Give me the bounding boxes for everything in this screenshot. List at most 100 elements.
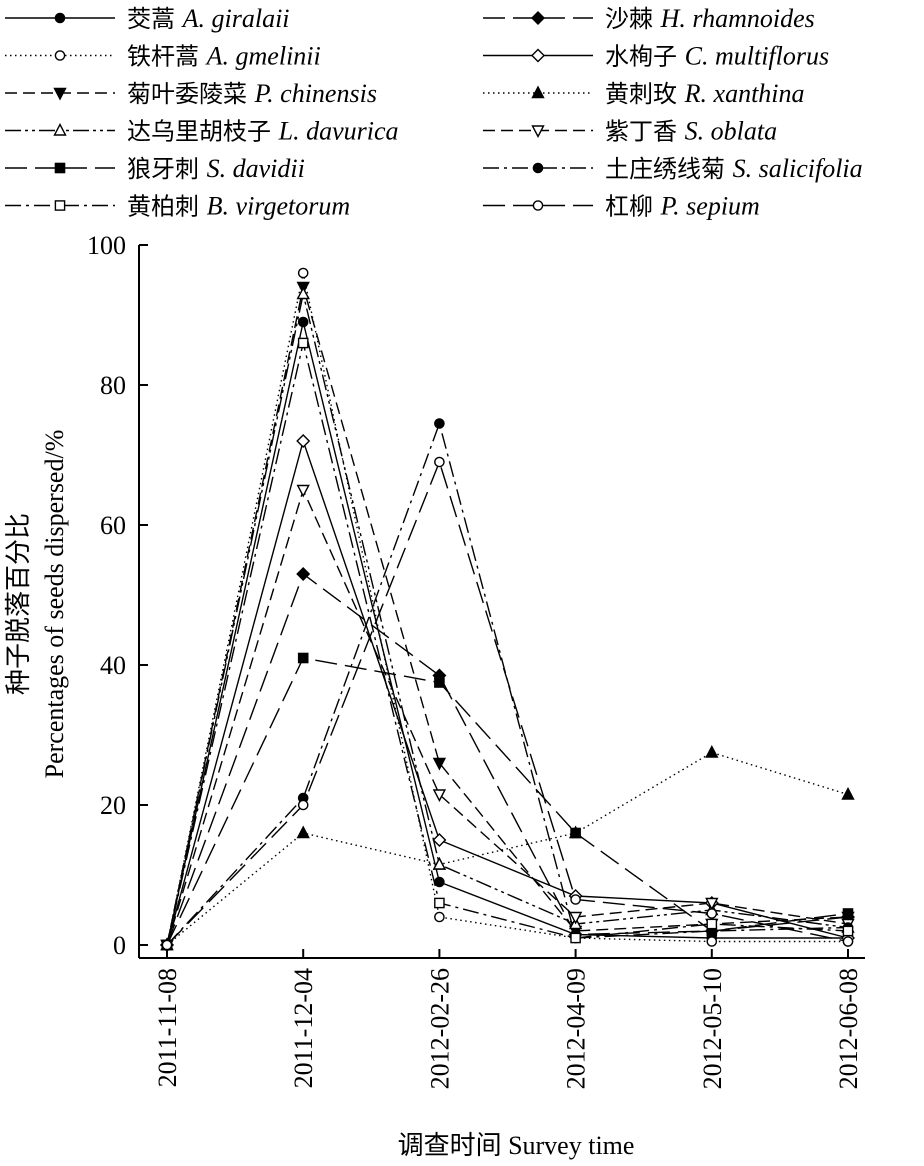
series-9-point: [842, 908, 854, 919]
legend-label: 狼牙刺 S. davidii: [127, 154, 305, 183]
x-tick-label: 2012-04-09: [562, 968, 591, 1089]
legend-item: 土庄绣线菊 S. salicifolia: [483, 154, 863, 183]
series-11-point: [297, 337, 309, 349]
series-line-9: [166, 657, 849, 946]
legend-item: 菊叶委陵菜 P. chinensis: [5, 79, 377, 108]
series-11-point: [434, 897, 445, 909]
legend-marker: [531, 11, 545, 25]
series-12-point: [570, 894, 581, 905]
series-8-point: [568, 911, 583, 925]
series-line-7: [166, 293, 849, 946]
y-tick-label: 20: [100, 791, 126, 820]
series-6-point: [296, 825, 310, 839]
x-tick-label: 2012-05-10: [698, 968, 727, 1089]
y-tick-label: 40: [100, 651, 126, 680]
legend-label: 紫丁香 S. oblata: [605, 117, 777, 146]
y-tick-label: 0: [113, 931, 126, 960]
series-4-point: [296, 434, 311, 448]
legend-label: 菊叶委陵菜 P. chinensis: [127, 79, 377, 108]
series-1-point: [297, 316, 309, 328]
legend-label: 达乌里胡枝子 L. davurica: [127, 117, 399, 146]
legend-item: 黄柏刺 B. virgetorum: [5, 192, 350, 221]
series-line-6: [166, 751, 849, 946]
legend-label: 水栒子 C. multiflorus: [605, 42, 829, 71]
series-line-12: [166, 459, 849, 946]
series-12-point: [297, 799, 309, 811]
series-9-point: [297, 652, 309, 664]
series-11-point: [842, 925, 854, 937]
x-axis-label: 调查时间 Survey time: [398, 1131, 635, 1160]
legend-item: 水栒子 C. multiflorus: [483, 42, 829, 71]
series-5-point: [432, 757, 447, 771]
series-1-point: [434, 876, 445, 888]
series-line-1: [166, 321, 848, 946]
legend-marker: [54, 50, 66, 61]
x-tick-label: 2012-02-26: [425, 968, 454, 1089]
series-3-point: [434, 911, 445, 923]
series-3-point: [297, 267, 309, 279]
legend-marker: [54, 162, 66, 174]
legend-item: 紫丁香 S. oblata: [483, 117, 777, 146]
series-12-point: [842, 936, 854, 947]
series-2-point: [296, 567, 311, 581]
legend-marker: [53, 122, 67, 136]
series-12-point: [706, 908, 718, 919]
series-7-point: [296, 286, 310, 300]
legend-item: 铁杆蒿 A. gmelinii: [5, 42, 321, 71]
series-line-4: [166, 438, 849, 946]
series-9-point: [570, 827, 581, 839]
series-10-point: [434, 418, 445, 429]
series-9-point: [434, 677, 445, 688]
x-tick-label: 2011-12-04: [289, 968, 318, 1088]
series-line-10: [166, 421, 849, 946]
plot-area: 0 20 40 60 80 100 2011-11-08 2011-12-04 2012-02…: [87, 231, 865, 1089]
series-6-point: [841, 786, 855, 800]
series-line-2: [166, 572, 849, 946]
y-axis-label-cn: 种子脱落百分比: [4, 513, 33, 695]
series-8-point: [432, 789, 447, 803]
series-8-point: [705, 897, 719, 911]
series-line-3: [166, 272, 848, 946]
legend-label: 黄柏刺 B. virgetorum: [127, 192, 350, 221]
series-12-point: [434, 456, 445, 468]
series-11-point: [706, 918, 718, 930]
legend-marker: [531, 48, 545, 63]
legend-item: 杠柳 P. sepium: [483, 192, 760, 221]
legend-marker: [531, 85, 545, 99]
legend-item: 达乌里胡枝子 L. davurica: [5, 117, 399, 146]
legend-marker: [532, 162, 544, 174]
legend-marker: [54, 200, 66, 211]
series-12-point: [161, 939, 173, 951]
legend-marker: [53, 87, 67, 101]
legend-item: 狼牙刺 S. davidii: [5, 154, 305, 183]
legend-label: 茭蒿 A. giralaii: [127, 4, 290, 33]
legend-item: 茭蒿 A. giralaii: [5, 4, 290, 33]
series-markers: [160, 267, 855, 953]
y-tick-label: 80: [100, 371, 126, 400]
legend-marker: [532, 200, 544, 211]
x-tick-label: 2012-06-08: [834, 968, 863, 1089]
legend-item: 沙棘 H. rhamnoides: [483, 4, 815, 33]
y-axis-label-en: Percentages of seeds dispersed/%: [40, 430, 69, 779]
x-ticks: 2011-11-08 2011-12-04 2012-02-26 2012-04-09…: [153, 949, 863, 1089]
legend-label: 沙棘 H. rhamnoides: [605, 4, 815, 33]
series-6-point: [705, 744, 719, 758]
y-ticks: 0 20 40 60 80 100: [87, 231, 148, 960]
legend-marker: [54, 12, 66, 24]
y-tick-label: 100: [87, 231, 126, 260]
legend-label: 铁杆蒿 A. gmelinii: [127, 42, 321, 71]
series-4-point: [432, 833, 447, 847]
series-line-11: [166, 342, 849, 946]
series-line-8: [166, 487, 849, 946]
series-7-point: [432, 856, 447, 870]
legend-item: 黄刺玫 R. xanthina: [483, 79, 805, 108]
y-tick-label: 60: [100, 511, 126, 540]
series-8-point: [296, 484, 310, 498]
series-lines: [166, 272, 849, 946]
legend-label: 黄刺玫 R. xanthina: [605, 79, 805, 108]
legend-label: 土庄绣线菊 S. salicifolia: [605, 154, 863, 183]
legend-label: 杠柳 P. sepium: [605, 192, 760, 221]
series-11-point: [570, 932, 581, 944]
series-line-5: [166, 286, 849, 946]
